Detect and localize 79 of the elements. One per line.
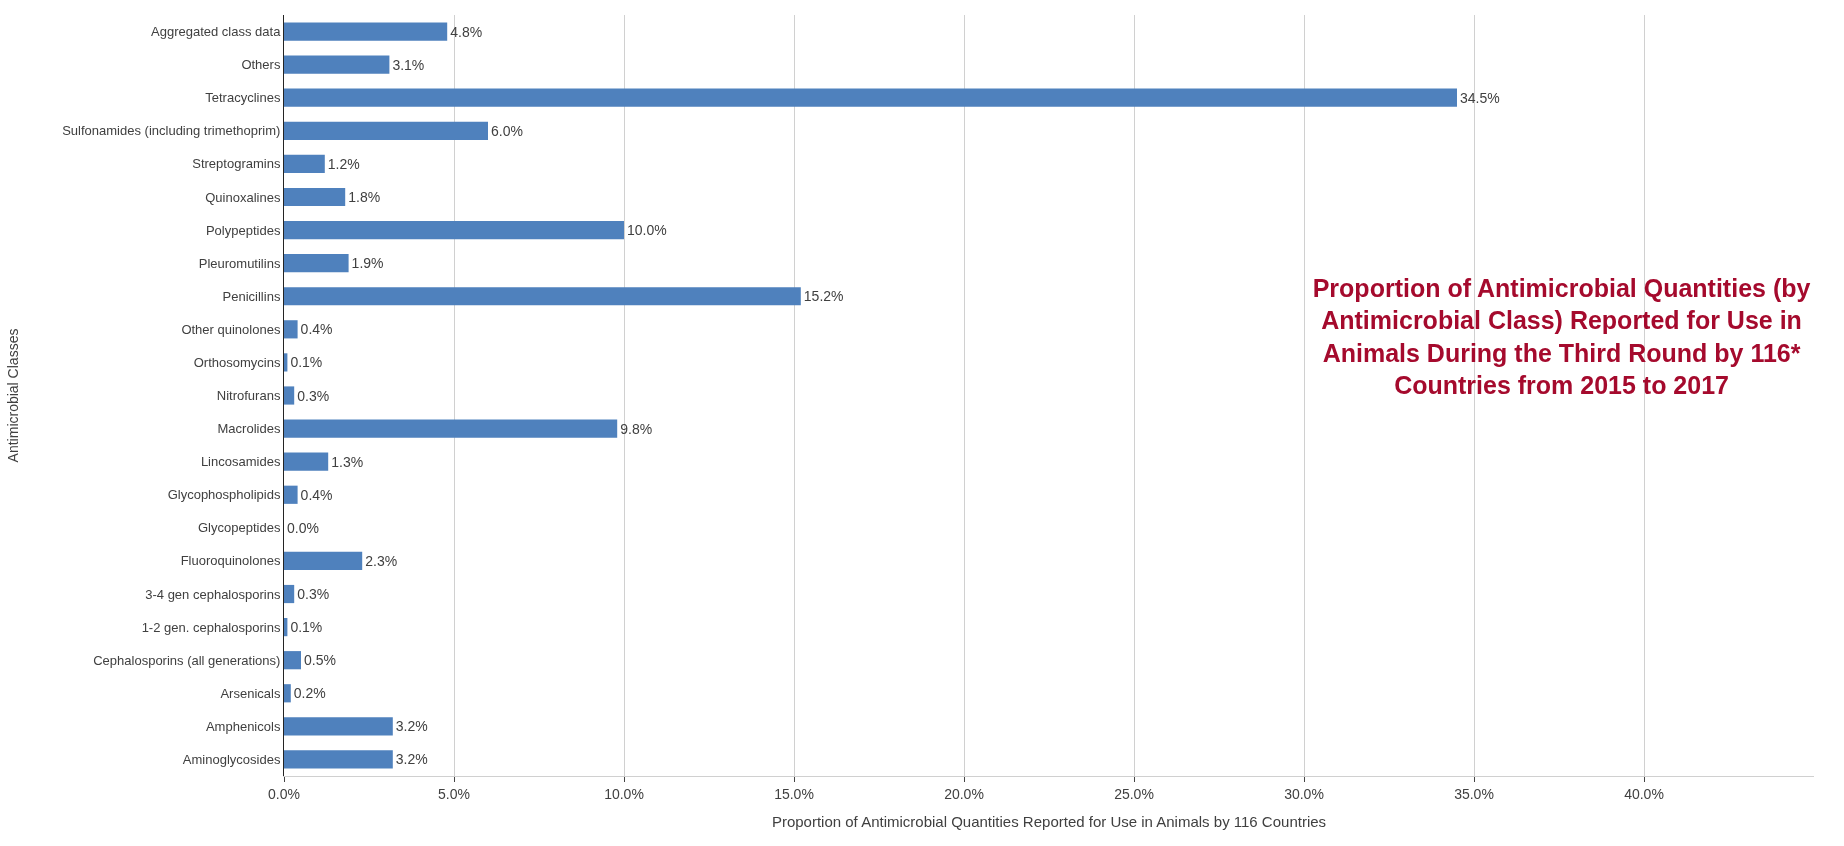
y-tick-label: Glycopeptides: [198, 520, 281, 536]
bar: [284, 154, 325, 173]
x-tick-label: 10.0%: [604, 785, 644, 802]
y-tick-label: Streptogramins: [192, 156, 281, 172]
x-tick-label: 5.0%: [438, 785, 470, 802]
data-label: 1.8%: [348, 188, 381, 205]
bar: [284, 750, 393, 769]
bar: [284, 651, 301, 670]
y-tick-label: Cephalosporins (all generations): [93, 652, 281, 668]
y-tick-label: Orthosomycins: [193, 354, 281, 370]
bar: [284, 452, 329, 471]
bar: [284, 320, 298, 339]
y-tick-label: 1-2 gen. cephalosporins: [141, 619, 281, 635]
y-tick-label: Pleuromutilins: [198, 255, 281, 271]
x-tick-label: 35.0%: [1454, 785, 1494, 802]
y-tick-label: Macrolides: [217, 421, 281, 437]
text: Proportion of Antimicrobial Quantities (by Antimicrobial Class) Reported for Use in Animals During the Third Round by 116* Countries from 2015 to 2017: [1312, 273, 1811, 400]
x-tick-label: 30.0%: [1284, 785, 1324, 802]
y-tick-label: Glycophospholipids: [167, 487, 281, 503]
data-label: 10.0%: [627, 222, 667, 239]
bar: [284, 551, 363, 571]
y-tick-label: Tetracyclines: [205, 90, 281, 106]
bar: [284, 55, 390, 74]
data-label: 3.1%: [392, 56, 425, 73]
data-label: 9.8%: [620, 420, 653, 437]
x-axis-title: Proportion of Antimicrobial Quantities Reported for Use in Animals by 116 Countries: [771, 812, 1327, 830]
y-tick-label: Other quinolones: [181, 321, 281, 337]
y-tick-label: Arsenicals: [220, 685, 281, 701]
data-label: 3.2%: [395, 751, 428, 768]
y-tick-label: Polypeptides: [205, 222, 281, 238]
bar: [284, 121, 488, 140]
data-label: 0.0%: [287, 519, 319, 536]
y-tick-label: 3-4 gen cephalosporins: [145, 586, 281, 602]
data-label: 4.8%: [450, 23, 483, 40]
bar: [284, 419, 618, 438]
bar: [284, 88, 1457, 107]
data-label: 2.3%: [365, 552, 398, 569]
data-label: 0.2%: [293, 685, 326, 702]
bar: [284, 254, 349, 273]
x-tick-label: 15.0%: [774, 785, 814, 802]
data-label: 0.3%: [297, 586, 330, 603]
data-label: 0.3%: [297, 387, 330, 404]
y-tick-label: Quinoxalines: [205, 189, 281, 205]
bar: [284, 485, 298, 504]
data-label: 6.0%: [491, 122, 523, 139]
data-label: 1.3%: [331, 453, 364, 470]
bar: [284, 22, 448, 41]
bar: [284, 584, 295, 604]
bar: [284, 684, 291, 703]
data-label: 0.4%: [300, 321, 333, 338]
bar: [284, 220, 624, 240]
x-tick-label: 25.0%: [1114, 785, 1154, 802]
data-label: 34.5%: [1460, 89, 1500, 106]
bar: [284, 386, 295, 405]
bar: [284, 353, 288, 372]
bar: [284, 287, 801, 306]
data-label: 3.2%: [395, 718, 428, 735]
y-tick-label: Lincosamides: [200, 454, 281, 470]
y-axis-title: Antimicrobial Classes: [4, 328, 21, 463]
x-tick-label: 40.0%: [1624, 785, 1664, 802]
y-tick-label: Sulfonamides (including trimethoprim): [62, 123, 281, 139]
y-tick-label: Fluoroquinolones: [180, 553, 281, 569]
y-tick-label: Nitrofurans: [216, 388, 281, 404]
data-label: 15.2%: [803, 288, 844, 305]
bar: [284, 187, 346, 207]
data-label: 1.9%: [351, 255, 384, 272]
y-tick-label: Aggregated class data: [151, 24, 282, 40]
data-label: 0.5%: [304, 652, 336, 669]
bar: [284, 717, 393, 736]
y-tick-label: Penicillins: [222, 288, 281, 304]
x-tick-label: 0.0%: [268, 785, 300, 802]
data-label: 0.4%: [300, 486, 333, 503]
data-label: 1.2%: [327, 155, 360, 172]
y-tick-label: Aminoglycosides: [182, 752, 281, 768]
x-tick-label: 20.0%: [944, 785, 984, 802]
data-label: 0.1%: [290, 354, 323, 371]
y-tick-label: Amphenicols: [205, 718, 281, 734]
y-tick-label: Others: [241, 57, 281, 73]
data-label: 0.1%: [290, 619, 323, 636]
